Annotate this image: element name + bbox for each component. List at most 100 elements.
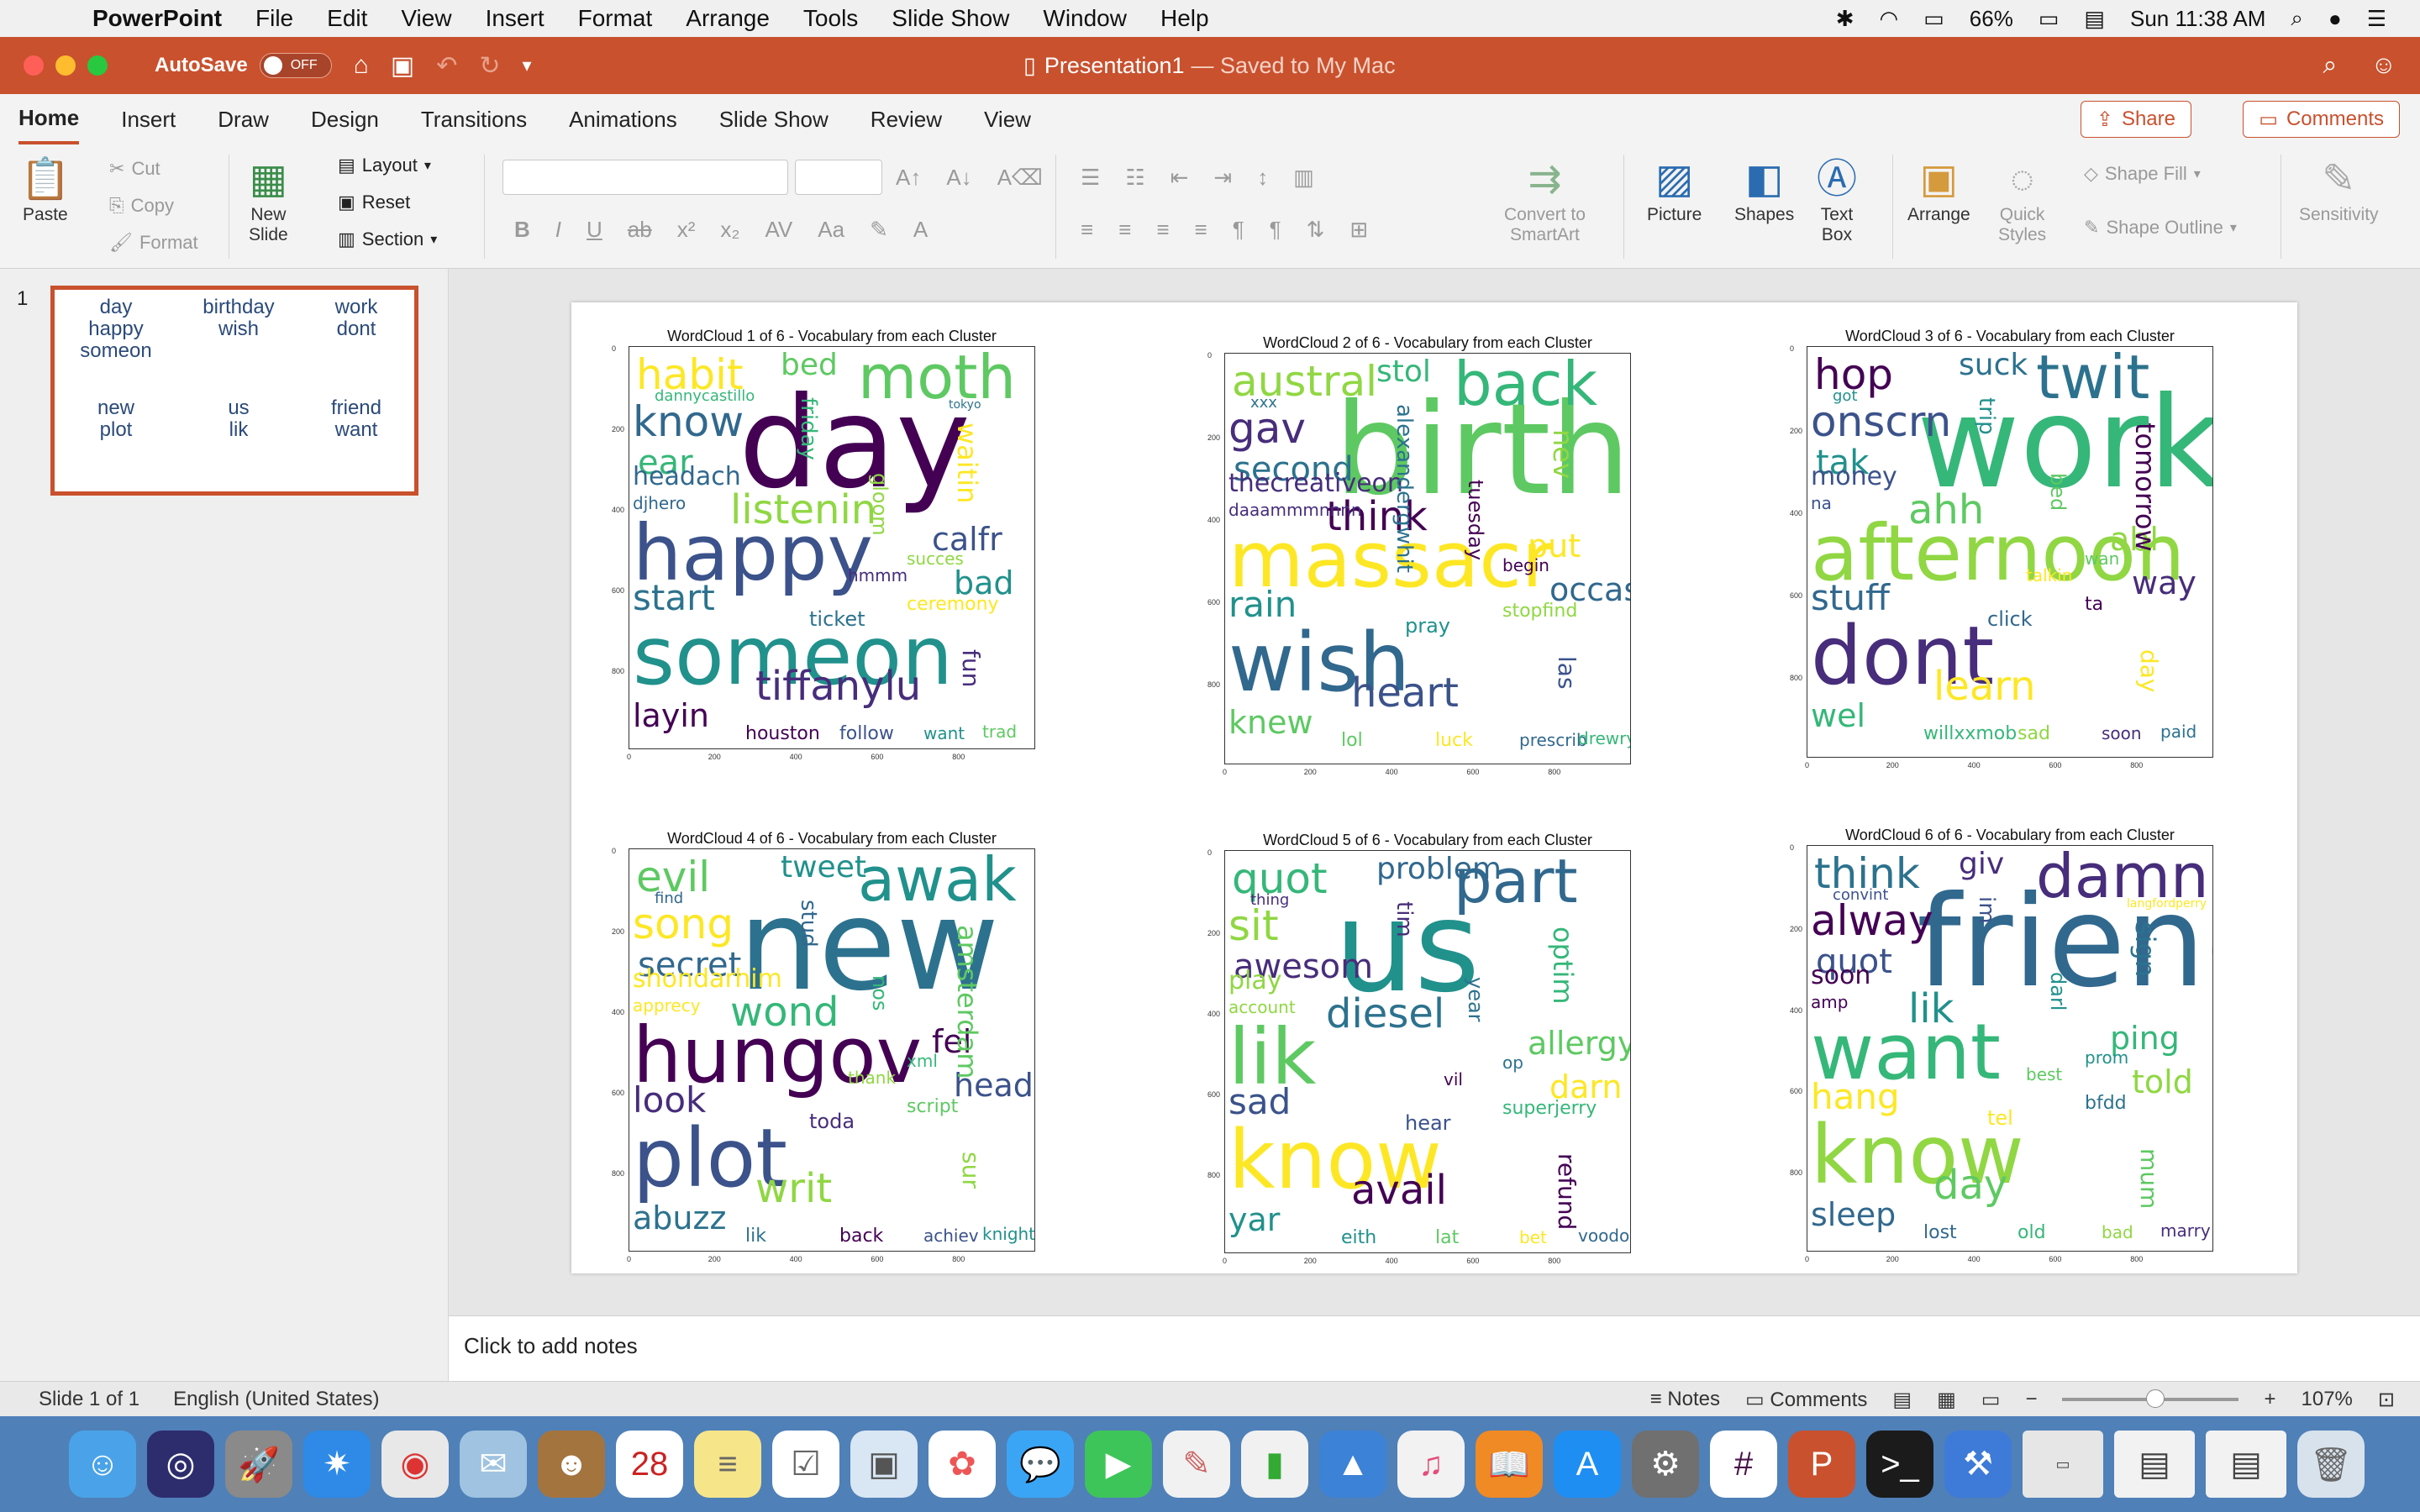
customize-toolbar-icon[interactable]: ▾ — [522, 55, 532, 76]
facetime-icon[interactable]: ▶ — [1085, 1431, 1152, 1498]
justify-icon[interactable]: ≡ — [1194, 217, 1207, 242]
trash-icon[interactable]: 🗑 — [2297, 1431, 2365, 1498]
normal-view-icon[interactable]: ▤ — [1892, 1388, 1912, 1411]
notification-center-icon[interactable]: ☰ — [2366, 5, 2386, 31]
columns-icon[interactable]: ▥ — [1293, 165, 1314, 190]
launchpad-icon[interactable]: 🚀 — [225, 1431, 292, 1498]
redo-icon[interactable]: ↻ — [479, 51, 501, 80]
python-window-icon[interactable]: ▭ — [2023, 1431, 2103, 1498]
align-right-icon[interactable]: ≡ — [1156, 217, 1170, 242]
bold-icon[interactable]: B — [514, 217, 530, 242]
format-painter-button[interactable]: 🖌 Format — [109, 232, 198, 254]
feedback-smiley-icon[interactable]: ☺ — [2370, 51, 2396, 79]
mail-bird-icon[interactable]: ✉ — [460, 1431, 527, 1498]
slide-thumbnail[interactable]: day happy someon birthday wish work dont new… — [50, 286, 418, 496]
paste-button[interactable]: 📋 Paste — [20, 155, 71, 225]
quick-styles-button[interactable]: ◌ Quick Styles — [1998, 155, 2046, 245]
calendar-icon[interactable]: 28 — [616, 1431, 683, 1498]
convert-smartart-button[interactable]: ⇉ Convert to SmartArt — [1504, 155, 1586, 245]
terminal-icon[interactable]: >_ — [1866, 1431, 1933, 1498]
highlight-icon[interactable]: ✎ — [870, 217, 888, 242]
system-preferences-icon[interactable]: ⚙ — [1632, 1431, 1699, 1498]
menu-window[interactable]: Window — [1043, 5, 1127, 31]
minimized-window-icon[interactable]: ▤ — [2206, 1431, 2286, 1498]
tab-home[interactable]: Home — [18, 95, 80, 144]
tab-slide-show[interactable]: Slide Show — [718, 106, 829, 132]
app-menu[interactable]: PowerPoint — [92, 5, 223, 31]
close-window-button[interactable] — [24, 55, 44, 76]
slack-icon[interactable]: # — [1710, 1431, 1777, 1498]
font-name-dropdown[interactable] — [502, 160, 788, 195]
copy-button[interactable]: ⎘ Copy — [109, 195, 174, 217]
notes-pane[interactable]: Click to add notes — [449, 1315, 2420, 1381]
font-color-icon[interactable]: A — [913, 217, 929, 242]
save-icon[interactable]: ▣ — [390, 51, 415, 80]
text-box-button[interactable]: Ⓐ Text Box — [1817, 155, 1857, 245]
decrease-indent-icon[interactable]: ⇤ — [1170, 165, 1189, 190]
language-indicator[interactable]: English (United States) — [173, 1387, 380, 1410]
chrome-icon[interactable]: ◉ — [381, 1431, 449, 1498]
books-icon[interactable]: 📖 — [1476, 1431, 1543, 1498]
slide-sorter-icon[interactable]: ▦ — [1937, 1388, 1956, 1411]
shape-fill-button[interactable]: ◇ Shape Fill ▾ — [2084, 163, 2201, 185]
music-icon[interactable]: ♫ — [1397, 1431, 1465, 1498]
bullets-icon[interactable]: ☰ — [1081, 165, 1101, 190]
numbering-icon[interactable]: ☷ — [1125, 165, 1145, 190]
finder-icon[interactable]: ☺ — [69, 1431, 136, 1498]
tab-animations[interactable]: Animations — [569, 106, 677, 132]
search-icon[interactable]: ⌕ — [2323, 51, 2338, 79]
clock[interactable]: Sun 11:38 AM — [2129, 5, 2266, 31]
increase-font-size-icon[interactable]: A↑ — [896, 165, 922, 190]
autosave-toggle[interactable]: OFF — [259, 53, 332, 78]
menu-format[interactable]: Format — [577, 5, 653, 31]
line-spacing-icon[interactable]: ↕ — [1257, 165, 1269, 190]
arrange-button[interactable]: ▣ Arrange — [1907, 155, 1970, 225]
zoom-slider-knob[interactable] — [2146, 1389, 2165, 1408]
zoom-level[interactable]: 107% — [2301, 1388, 2353, 1410]
keynote-icon[interactable]: ▲ — [1319, 1431, 1386, 1498]
siri-icon[interactable]: ● — [2328, 5, 2342, 31]
menu-slide-show[interactable]: Slide Show — [892, 5, 1010, 31]
superscript-icon[interactable]: x² — [676, 217, 696, 242]
zoom-slider[interactable] — [2062, 1389, 2239, 1408]
menu-help[interactable]: Help — [1160, 5, 1209, 31]
battery-icon[interactable]: ▭ — [2038, 5, 2060, 31]
bluetooth-icon[interactable]: ✱ — [1835, 5, 1854, 31]
menu-view[interactable]: View — [401, 5, 452, 31]
menu-arrange[interactable]: Arrange — [686, 5, 770, 31]
menu-edit[interactable]: Edit — [327, 5, 368, 31]
pages-icon[interactable]: ✎ — [1163, 1431, 1230, 1498]
picture-button[interactable]: ▨ Picture — [1647, 155, 1702, 225]
tab-insert[interactable]: Insert — [121, 106, 176, 132]
menu-tools[interactable]: Tools — [802, 5, 859, 31]
subscript-icon[interactable]: x₂ — [720, 217, 740, 242]
zoom-window-button[interactable] — [87, 55, 108, 76]
comments-button[interactable]: ▭ Comments — [2243, 101, 2400, 138]
menu-file[interactable]: File — [255, 5, 294, 31]
tab-draw[interactable]: Draw — [218, 106, 269, 132]
ltr-icon[interactable]: ¶ — [1232, 217, 1244, 242]
shapes-button[interactable]: ◧ Shapes — [1734, 155, 1794, 225]
tab-transitions[interactable]: Transitions — [420, 106, 528, 132]
photos-icon[interactable]: ✿ — [929, 1431, 996, 1498]
zoom-in-icon[interactable]: + — [2264, 1388, 2276, 1410]
minimize-window-button[interactable] — [55, 55, 76, 76]
reset-button[interactable]: ▣ Reset — [338, 192, 410, 213]
fit-to-window-icon[interactable]: ⊡ — [2377, 1388, 2395, 1411]
font-size-dropdown[interactable] — [795, 160, 882, 195]
notes-toggle[interactable]: ≡ Notes — [1649, 1388, 1721, 1410]
italic-icon[interactable]: I — [555, 217, 562, 242]
flag-icon[interactable]: ▤ — [2084, 5, 2105, 31]
underline-icon[interactable]: U — [587, 217, 602, 242]
app-store-icon[interactable]: A — [1554, 1431, 1621, 1498]
minimized-window-icon[interactable]: ▤ — [2114, 1431, 2195, 1498]
strikethrough-icon[interactable]: ab — [627, 217, 652, 242]
cut-button[interactable]: ✂ Cut — [109, 158, 160, 180]
siri-icon[interactable]: ◎ — [147, 1431, 214, 1498]
text-direction-icon[interactable]: ⇅ — [1306, 217, 1325, 242]
clear-formatting-icon[interactable]: A⌫ — [997, 165, 1043, 190]
contacts-icon[interactable]: ☻ — [538, 1431, 605, 1498]
decrease-font-size-icon[interactable]: A↓ — [946, 165, 972, 190]
tab-review[interactable]: Review — [870, 106, 943, 132]
layout-button[interactable]: ▤ Layout ▾ — [338, 155, 431, 176]
